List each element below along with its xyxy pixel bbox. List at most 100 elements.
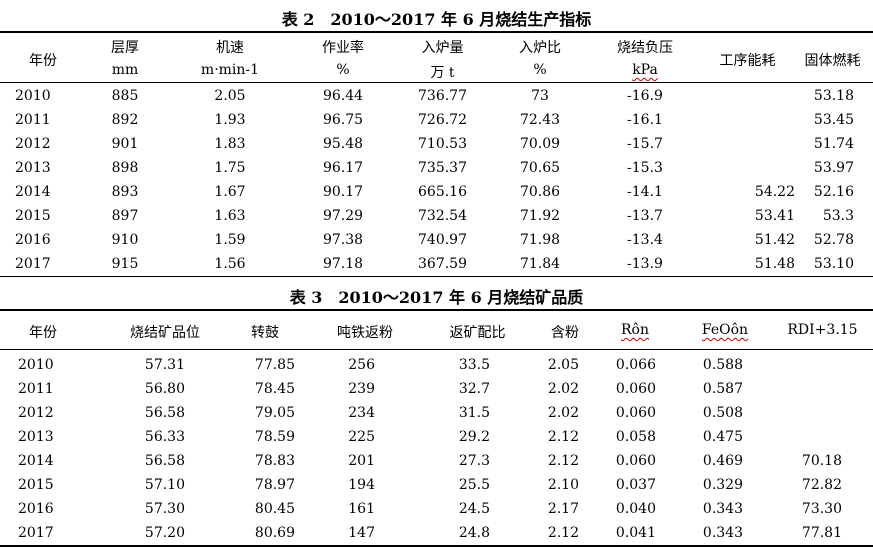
table3-header-cell: Rôn — [621, 322, 649, 338]
table3-cell: 0.587 — [702, 381, 743, 397]
table2-header-cell: 机速 — [216, 40, 244, 56]
table2-cell: 73 — [531, 88, 549, 104]
table3-header-cell: 吨铁返粉 — [337, 325, 393, 341]
table2-cell: 1.56 — [214, 256, 246, 272]
table2-header-cell: 烧结负压 — [617, 40, 673, 56]
table2-cell: 54.22 — [754, 184, 795, 200]
table2-cell: 735.37 — [418, 160, 467, 176]
table3-cell: 161 — [348, 501, 375, 517]
table2-cell: 897 — [111, 208, 139, 224]
table2-cell: 71.98 — [519, 232, 561, 248]
table3-header-cell: 含粉 — [551, 325, 579, 341]
table3-cell: 0.066 — [615, 357, 656, 373]
table2-cell: 2016 — [15, 232, 51, 248]
table3-cell: 80.45 — [254, 501, 295, 517]
table3-cell: 0.343 — [702, 501, 743, 517]
table3-header-cell: 年份 — [29, 325, 57, 341]
table3-header-cell: FeOôn — [701, 322, 749, 338]
table3-cell: 2014 — [18, 453, 54, 469]
table3-cell: 32.7 — [458, 381, 490, 397]
table2-cell: 736.77 — [418, 88, 467, 104]
table2-cell: 72.43 — [519, 112, 561, 128]
table3-bottom-rule — [0, 545, 873, 547]
table2-cell: 51.74 — [813, 136, 854, 152]
table2-cell: 96.75 — [322, 112, 364, 128]
table2-cell: 1.63 — [214, 208, 246, 224]
table2-cell: 2013 — [15, 160, 51, 176]
table2-cell: 2010 — [15, 88, 51, 104]
table2-header-unit: % — [336, 62, 350, 78]
table2-cell: 96.17 — [322, 160, 364, 176]
table2-cell: 96.44 — [322, 88, 364, 104]
table3-cell: 2017 — [18, 525, 54, 541]
table3-cell: 2016 — [18, 501, 54, 517]
table2-cell: -14.1 — [627, 184, 663, 200]
table3-cell: 0.041 — [615, 525, 656, 541]
table2-cell: -15.7 — [627, 136, 663, 152]
table2-cell: 710.53 — [418, 136, 467, 152]
table3-header-cell: RDI+3.15 — [787, 322, 858, 338]
table3-cell: 57.10 — [144, 477, 185, 493]
table2-cell: 367.59 — [418, 256, 467, 272]
table3-cell: 29.2 — [458, 429, 490, 445]
table3-cell: 73.30 — [801, 501, 842, 517]
table2-header-cell: 工序能耗 — [719, 53, 776, 69]
table3-cell: 0.060 — [615, 453, 656, 469]
table3-cell: 2011 — [18, 381, 54, 397]
table3-cell: 56.58 — [144, 405, 185, 421]
table3-cell: 78.45 — [254, 381, 295, 397]
table3-header-cell: 返矿配比 — [449, 325, 506, 341]
table2-cell: 665.16 — [418, 184, 467, 200]
table2-cell: 97.18 — [322, 256, 364, 272]
table3-cell: 0.329 — [702, 477, 743, 493]
table2-cell: -16.9 — [627, 88, 663, 104]
table3-cell: 25.5 — [458, 477, 490, 493]
table2-header-cell: 固体燃耗 — [804, 53, 861, 69]
table3-cell: 24.8 — [458, 525, 490, 541]
table3-top-rule — [0, 309, 873, 311]
table2-header-cell: 入炉量 — [421, 40, 464, 56]
table3-cell: 0.060 — [615, 405, 656, 421]
table3-cell: 2013 — [18, 429, 54, 445]
table2-cell: 2014 — [15, 184, 51, 200]
table3-cell: 2012 — [18, 405, 54, 421]
table2-cell: 52.78 — [813, 232, 854, 248]
table3-cell: 201 — [348, 453, 375, 469]
table2-cell: 901 — [111, 136, 139, 152]
table3-cell: 56.58 — [144, 453, 185, 469]
table3-title: 表 3 2010～2017 年 6 月烧结矿品质 — [289, 288, 584, 307]
table2-cell: -13.4 — [627, 232, 663, 248]
table2-cell: -16.1 — [627, 112, 663, 128]
table2-cell: 53.18 — [813, 88, 854, 104]
table2-cell: 53.3 — [822, 208, 854, 224]
table2-cell: 51.48 — [754, 256, 795, 272]
table2-cell: 1.83 — [214, 136, 246, 152]
table3-cell: 77.85 — [254, 357, 295, 373]
table3-cell: 0.058 — [615, 429, 656, 445]
table2-header-unit: kPa — [632, 62, 658, 78]
table2-bottom-rule — [0, 276, 873, 277]
table3-cell: 31.5 — [458, 405, 490, 421]
table3-cell: 57.20 — [144, 525, 185, 541]
table2-cell: 90.17 — [322, 184, 364, 200]
table2-cell: 1.93 — [214, 112, 246, 128]
table3-cell: 72.82 — [801, 477, 842, 493]
table2-title: 表 2 2010～2017 年 6 月烧结生产指标 — [281, 10, 592, 29]
table2-header-cell: 作业率 — [322, 40, 364, 56]
table2-cell: 732.54 — [418, 208, 467, 224]
table2-cell: 892 — [111, 112, 139, 128]
table2-header-unit: % — [533, 62, 547, 78]
table3-cell: 0.343 — [702, 525, 743, 541]
table3-cell: 77.81 — [801, 525, 842, 541]
table2-cell: 70.86 — [519, 184, 561, 200]
table3-cell: 194 — [348, 477, 375, 493]
table3-cell: 239 — [348, 381, 375, 397]
table2-cell: 1.67 — [214, 184, 246, 200]
table3-header-rule — [0, 349, 873, 350]
table2-cell: 1.75 — [214, 160, 246, 176]
table3-header-cell: 烧结矿品位 — [130, 325, 200, 341]
table3-cell: 2.05 — [547, 357, 579, 373]
table2-cell: -15.3 — [627, 160, 663, 176]
table2-cell: 53.45 — [813, 112, 854, 128]
table3-cell: 2.12 — [547, 453, 579, 469]
